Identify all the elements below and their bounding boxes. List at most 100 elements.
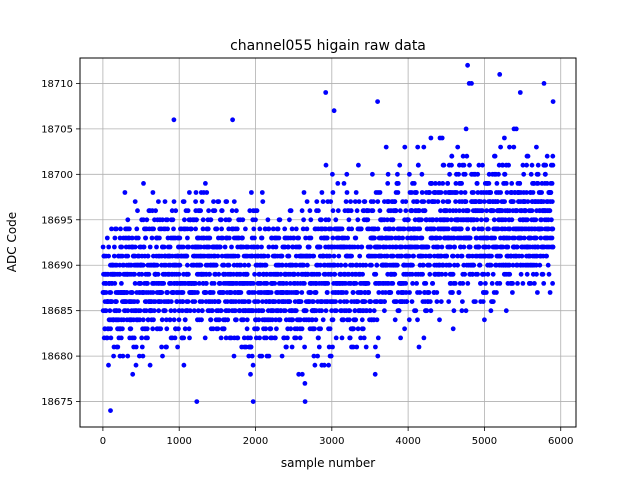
data-point	[164, 317, 169, 323]
data-point	[358, 290, 364, 295]
data-point	[458, 244, 463, 250]
data-point	[430, 281, 436, 286]
data-point	[348, 208, 354, 214]
data-point	[246, 262, 252, 268]
data-point	[507, 208, 512, 214]
data-point	[375, 226, 381, 232]
data-point	[395, 190, 401, 195]
data-point	[450, 253, 456, 259]
data-point	[226, 262, 232, 268]
data-point	[462, 271, 468, 277]
data-point	[475, 171, 481, 177]
data-point	[428, 135, 434, 141]
data-point	[112, 244, 117, 250]
data-point	[415, 244, 421, 250]
data-point	[390, 253, 396, 259]
data-point	[104, 335, 110, 341]
data-point	[184, 253, 190, 259]
data-point	[248, 344, 254, 350]
data-point	[514, 244, 520, 250]
data-point	[485, 235, 491, 241]
data-point	[409, 208, 415, 214]
data-point	[343, 262, 348, 268]
data-point	[346, 217, 352, 223]
data-point	[282, 226, 288, 232]
data-point	[284, 344, 289, 350]
data-point	[318, 262, 323, 268]
data-point	[355, 217, 361, 223]
data-point	[206, 244, 212, 250]
data-point	[151, 308, 157, 314]
data-point	[113, 226, 119, 232]
data-point	[520, 281, 526, 286]
data-point	[510, 262, 516, 268]
data-point	[530, 190, 536, 195]
data-point	[350, 262, 355, 268]
data-point	[352, 199, 358, 205]
data-point	[312, 362, 318, 368]
data-point	[327, 326, 333, 332]
data-point	[308, 290, 314, 295]
data-point	[353, 281, 359, 286]
data-point	[270, 226, 276, 232]
data-point	[108, 335, 114, 341]
data-point	[171, 317, 177, 323]
data-point	[155, 271, 161, 277]
data-point	[255, 299, 261, 304]
data-point	[357, 253, 363, 259]
data-point	[367, 308, 373, 314]
data-point	[392, 317, 398, 323]
data-point	[305, 262, 310, 268]
data-point	[150, 326, 156, 332]
data-point	[280, 262, 285, 268]
data-point	[288, 326, 294, 332]
data-point	[217, 244, 223, 250]
data-point	[454, 190, 460, 195]
data-point	[119, 281, 124, 286]
data-point	[353, 190, 359, 195]
data-point	[316, 208, 321, 214]
data-point	[282, 308, 288, 314]
data-point	[521, 171, 527, 177]
data-point	[120, 353, 126, 359]
data-point	[480, 299, 486, 304]
data-point	[356, 199, 362, 205]
data-point	[135, 208, 140, 214]
data-point	[548, 190, 554, 195]
data-point	[326, 344, 332, 350]
data-point	[321, 362, 327, 368]
data-point	[290, 317, 296, 323]
data-point	[330, 171, 335, 177]
data-point	[177, 262, 183, 268]
data-point	[208, 217, 214, 223]
data-point	[339, 226, 345, 232]
data-point	[279, 253, 285, 259]
data-point	[482, 317, 487, 323]
data-point	[436, 181, 442, 186]
data-point	[478, 217, 484, 223]
data-point	[172, 335, 178, 341]
data-point	[415, 144, 421, 150]
data-point	[245, 244, 251, 250]
data-point	[531, 181, 537, 186]
data-point	[396, 235, 402, 241]
data-point	[112, 235, 118, 241]
data-point	[535, 290, 540, 295]
data-point	[168, 308, 174, 314]
data-point	[502, 171, 508, 177]
data-point	[263, 326, 269, 332]
data-point	[299, 290, 305, 295]
data-point	[118, 226, 123, 232]
data-point	[414, 235, 420, 241]
data-point	[211, 281, 217, 286]
data-point	[445, 181, 450, 186]
data-point	[498, 144, 503, 150]
data-point	[423, 217, 429, 223]
data-point	[145, 317, 151, 323]
data-point	[402, 326, 407, 332]
data-point	[285, 244, 291, 250]
data-point	[390, 281, 396, 286]
data-point	[448, 244, 453, 250]
data-point	[368, 299, 374, 304]
data-point	[461, 244, 467, 250]
